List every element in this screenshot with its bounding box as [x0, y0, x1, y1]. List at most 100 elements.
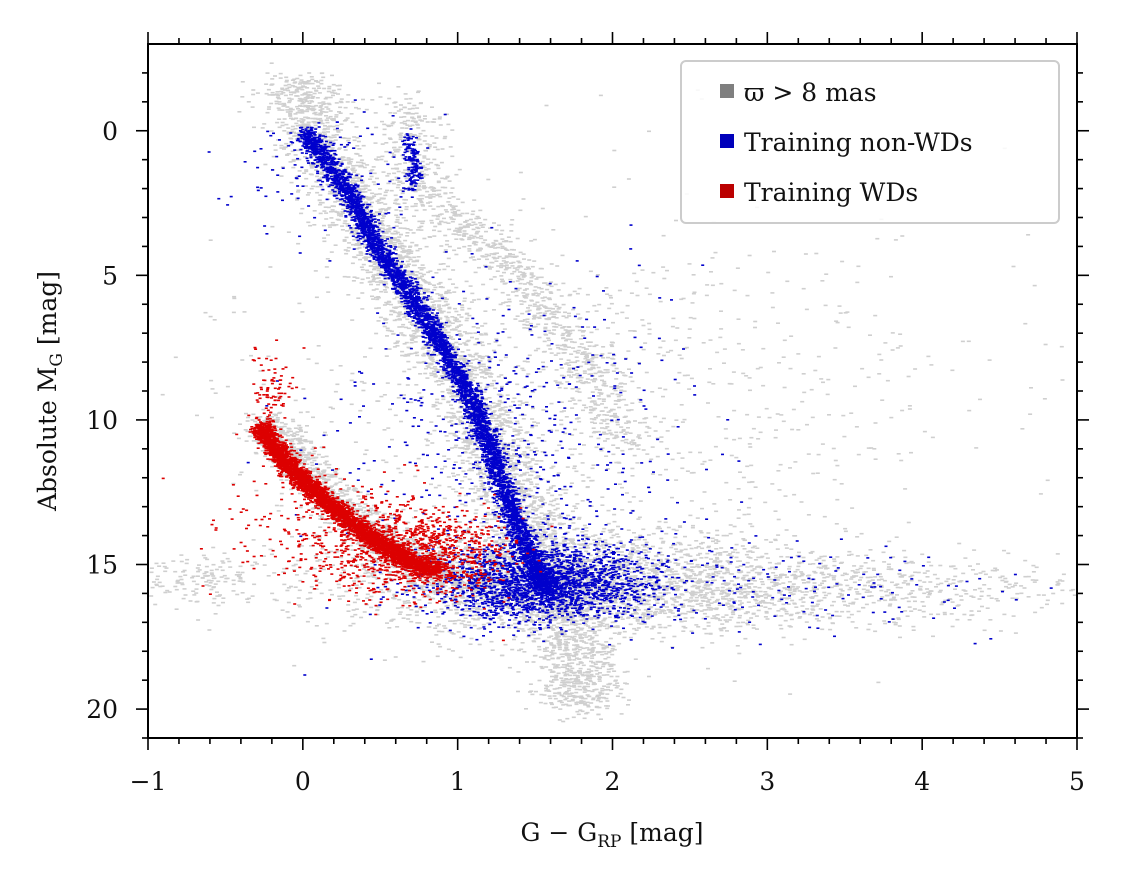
point-gaia-all — [588, 411, 593, 414]
point-gaia-all — [478, 479, 483, 482]
point-gaia-all — [607, 663, 612, 666]
point-gaia-all — [598, 700, 603, 703]
point-gaia-all — [494, 431, 499, 434]
point-gaia-all — [576, 349, 581, 352]
point-gaia-all — [396, 315, 401, 318]
point-gaia-all — [517, 432, 522, 434]
point-gaia-all — [534, 514, 538, 516]
point-gaia-all — [354, 164, 359, 167]
point-gaia-all — [431, 195, 436, 198]
point-gaia-all — [623, 682, 628, 684]
point-gaia-all — [363, 257, 368, 260]
point-gaia-all — [335, 124, 340, 127]
point-gaia-all — [591, 367, 596, 370]
point-gaia-all — [355, 136, 360, 139]
point-gaia-all — [499, 374, 504, 376]
point-gaia-all — [325, 183, 330, 186]
point-gaia-all — [591, 427, 596, 429]
point-gaia-all — [532, 629, 536, 632]
point-gaia-all — [473, 223, 478, 226]
point-gaia-all — [286, 89, 291, 92]
point-gaia-all — [546, 344, 551, 347]
point-gaia-all — [466, 349, 471, 351]
point-gaia-all — [394, 214, 399, 217]
point-gaia-all — [444, 243, 449, 246]
point-gaia-all — [581, 334, 586, 337]
point-gaia-all — [521, 418, 526, 420]
point-gaia-all — [467, 250, 472, 252]
point-gaia-all — [529, 503, 534, 505]
point-gaia-all — [548, 307, 553, 310]
point-gaia-all — [465, 369, 470, 372]
point-gaia-all — [498, 425, 502, 427]
point-gaia-all — [398, 138, 403, 141]
point-gaia-all — [608, 410, 613, 412]
point-gaia-all — [595, 695, 600, 698]
point-gaia-all — [598, 667, 602, 670]
point-gaia-all — [614, 434, 619, 437]
point-gaia-all — [370, 192, 375, 195]
point-gaia-all — [536, 475, 541, 477]
point-gaia-all — [378, 208, 383, 211]
point-gaia-all — [553, 508, 558, 511]
point-gaia-all — [551, 649, 555, 652]
point-gaia-all — [492, 276, 497, 278]
point-gaia-all — [438, 321, 443, 324]
point-gaia-all — [337, 148, 342, 150]
point-gaia-all — [563, 550, 567, 553]
point-gaia-all — [477, 363, 482, 365]
point-gaia-all — [557, 692, 562, 695]
point-gaia-all — [437, 268, 442, 271]
point-gaia-all — [346, 137, 351, 140]
point-gaia-all — [432, 235, 437, 237]
point-gaia-all — [508, 463, 513, 465]
point-gaia-all — [579, 701, 584, 703]
point-gaia-all — [311, 105, 316, 108]
point-gaia-all — [582, 404, 587, 406]
point-gaia-all — [284, 81, 289, 83]
point-gaia-all — [462, 359, 467, 362]
point-gaia-all — [436, 205, 441, 208]
point-gaia-all — [437, 415, 441, 417]
point-gaia-all — [432, 318, 437, 321]
point-gaia-all — [422, 157, 427, 159]
point-gaia-all — [326, 108, 331, 110]
point-gaia-all — [460, 309, 465, 311]
point-gaia-all — [470, 441, 474, 443]
point-gaia-all — [334, 114, 339, 116]
point-gaia-all — [628, 432, 633, 434]
point-gaia-all — [595, 694, 600, 697]
point-gaia-all — [547, 526, 552, 529]
point-gaia-all — [504, 256, 509, 259]
point-gaia-all — [589, 617, 594, 619]
point-gaia-all — [438, 402, 443, 405]
point-gaia-all — [500, 238, 505, 240]
point-gaia-all — [413, 203, 418, 205]
point-gaia-all — [465, 371, 470, 373]
point-gaia-all — [371, 181, 376, 183]
point-gaia-all — [542, 502, 547, 504]
point-gaia-all — [501, 280, 505, 282]
point-gaia-all — [565, 624, 570, 627]
point-gaia-all — [540, 451, 545, 453]
point-gaia-all — [572, 638, 576, 640]
point-gaia-all — [424, 367, 428, 370]
point-gaia-all — [367, 189, 372, 191]
point-gaia-all — [284, 79, 289, 82]
point-gaia-all — [543, 312, 548, 314]
point-gaia-all — [572, 696, 577, 699]
point-gaia-all — [502, 283, 507, 285]
point-gaia-all — [295, 77, 300, 80]
point-gaia-all — [528, 516, 533, 519]
point-gaia-all — [422, 279, 427, 282]
point-gaia-all — [516, 429, 521, 431]
point-gaia-all — [352, 171, 357, 173]
point-gaia-all — [279, 90, 284, 93]
point-gaia-all — [591, 661, 596, 664]
point-gaia-all — [449, 395, 454, 398]
point-gaia-all — [450, 344, 455, 347]
point-gaia-all — [468, 467, 473, 470]
point-gaia-all — [507, 298, 512, 301]
point-gaia-all — [549, 642, 554, 645]
point-gaia-all — [597, 651, 602, 653]
